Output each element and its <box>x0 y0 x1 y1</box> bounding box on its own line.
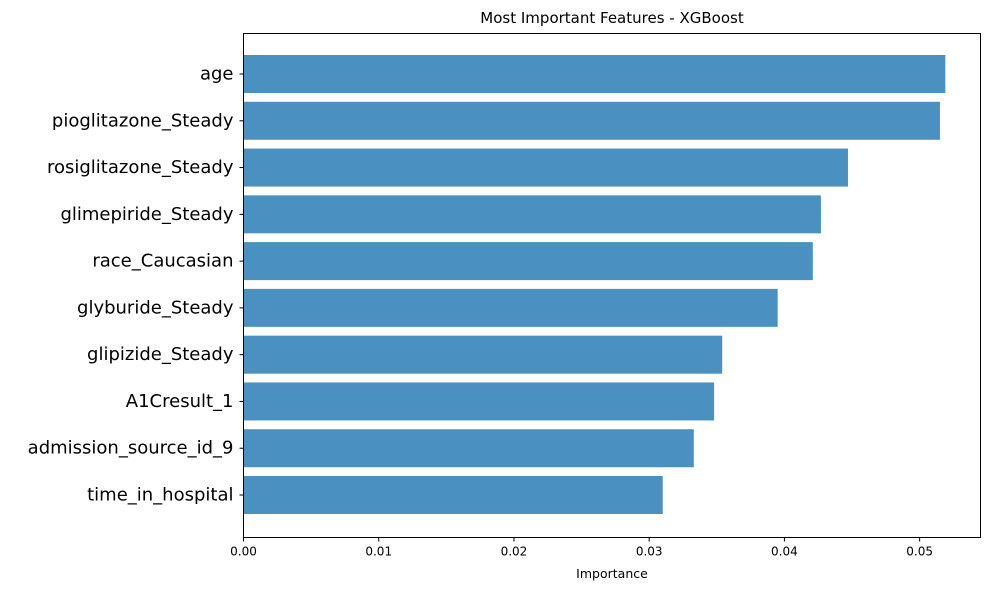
bar-glimepiride_Steady <box>243 195 821 234</box>
y-tick-label: rosiglitazone_Steady <box>47 157 234 178</box>
plot-frame <box>243 33 981 538</box>
y-tick-label: admission_source_id_9 <box>28 438 234 459</box>
x-tick-label: 0.04 <box>771 545 798 559</box>
bar-time_in_hospital <box>243 476 663 514</box>
bar-A1Cresult_1 <box>243 382 715 421</box>
bar-glipizide_Steady <box>243 335 723 374</box>
bars-group <box>243 55 946 514</box>
x-tick-label: 0.00 <box>230 545 257 559</box>
bar-glyburide_Steady <box>243 288 778 327</box>
y-tick-label: time_in_hospital <box>87 485 233 506</box>
bar-rosiglitazone_Steady <box>243 148 848 187</box>
y-tick-label: pioglitazone_Steady <box>52 110 234 131</box>
x-tick-label: 0.05 <box>906 545 933 559</box>
bar-age <box>243 55 946 93</box>
x-tick-label: 0.01 <box>365 545 392 559</box>
y-tick-label: race_Caucasian <box>92 251 233 272</box>
x-tick-label: 0.02 <box>501 545 528 559</box>
bar-pioglitazone_Steady <box>243 101 940 140</box>
x-axis-label: Importance <box>576 566 648 581</box>
y-tick-label: A1Cresult_1 <box>126 391 234 412</box>
x-tick-label: 0.03 <box>636 545 663 559</box>
y-tick-label: age <box>200 64 234 85</box>
chart-title: Most Important Features - XGBoost <box>480 9 744 27</box>
bar-race_Caucasian <box>243 242 813 281</box>
y-tick-label: glipizide_Steady <box>87 344 234 365</box>
bar-admission_source_id_9 <box>243 429 694 468</box>
category-labels: age pioglitazone_Steady rosiglitazone_Stea… <box>28 64 244 506</box>
x-axis-ticks: 0.00 0.01 0.02 0.03 0.04 0.05 <box>230 537 933 559</box>
y-tick-label: glimepiride_Steady <box>60 204 233 225</box>
y-tick-label: glyburide_Steady <box>77 297 234 318</box>
